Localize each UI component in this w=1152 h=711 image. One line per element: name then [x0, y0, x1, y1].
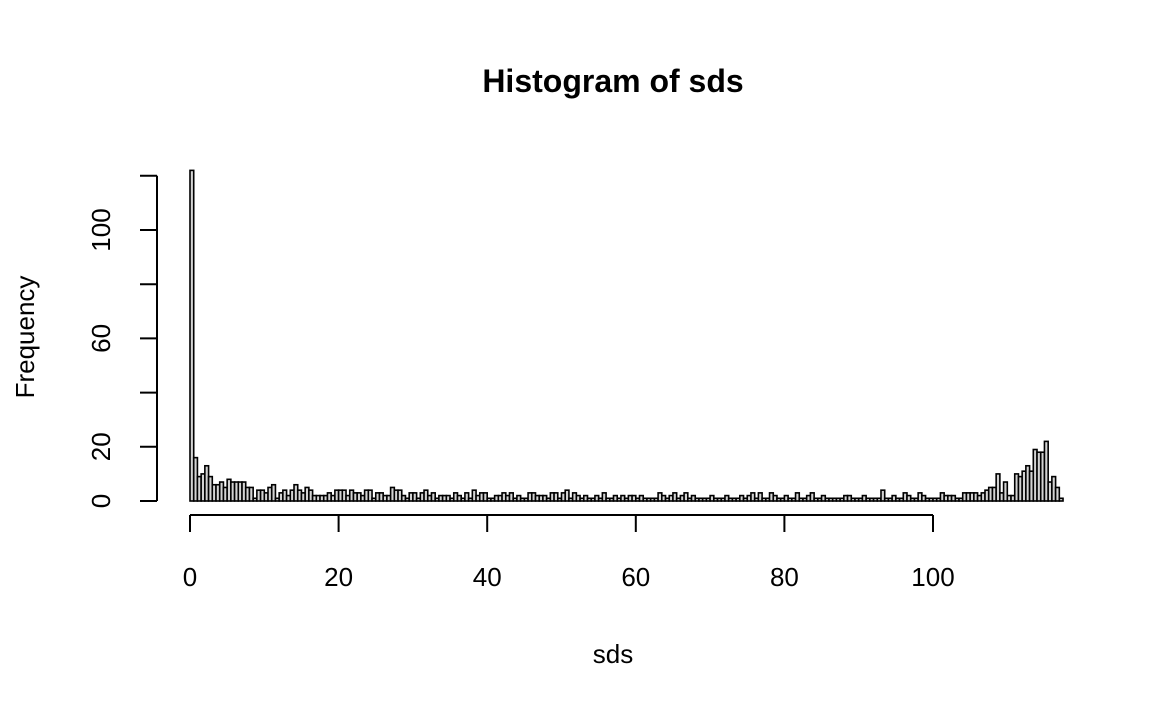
histogram-bar: [248, 486, 254, 502]
x-tick-label: 20: [324, 562, 353, 592]
histogram-bar: [464, 492, 470, 502]
x-tick-label: 0: [183, 562, 197, 592]
histogram-bar: [430, 492, 436, 502]
x-tick-label: 80: [770, 562, 799, 592]
histogram-bar: [1058, 497, 1064, 502]
x-tick-label: 100: [911, 562, 954, 592]
x-tick-label: 40: [473, 562, 502, 592]
histogram-bar: [880, 489, 886, 502]
histogram-bar: [564, 489, 570, 502]
histogram-bar: [750, 492, 756, 502]
y-axis: 0 20 60 100: [86, 174, 158, 508]
y-axis-title: Frequency: [10, 276, 40, 399]
histogram-bar: [809, 492, 815, 502]
histogram-bar: [757, 492, 763, 502]
y-tick-label: 20: [86, 432, 116, 461]
histogram-bar: [683, 492, 689, 502]
histogram-bar: [553, 492, 559, 502]
histogram-bar: [508, 492, 515, 502]
chart-title: Histogram of sds: [482, 63, 743, 99]
histogram-bar: [1002, 481, 1009, 502]
x-tick-label: 60: [621, 562, 650, 592]
histogram-bar: [1054, 486, 1061, 502]
histogram-bar: [1043, 440, 1049, 502]
histogram-bar: [482, 492, 488, 502]
histogram-bars: [189, 169, 1064, 502]
histogram-bar: [995, 473, 1001, 502]
histogram-bar: [189, 169, 195, 502]
histogram-bar: [367, 489, 373, 502]
histogram-bar: [412, 492, 418, 502]
histogram-bar: [672, 492, 678, 502]
y-tick-label: 60: [86, 324, 116, 353]
y-tick-label: 100: [86, 208, 116, 251]
histogram-bar: [270, 483, 277, 502]
histogram-bar: [601, 492, 607, 502]
x-axis-title: sds: [593, 639, 633, 669]
y-tick-label: 0: [86, 494, 116, 508]
histogram-bar: [794, 492, 801, 502]
x-axis: 0 20 40 60 80 100: [183, 514, 955, 592]
